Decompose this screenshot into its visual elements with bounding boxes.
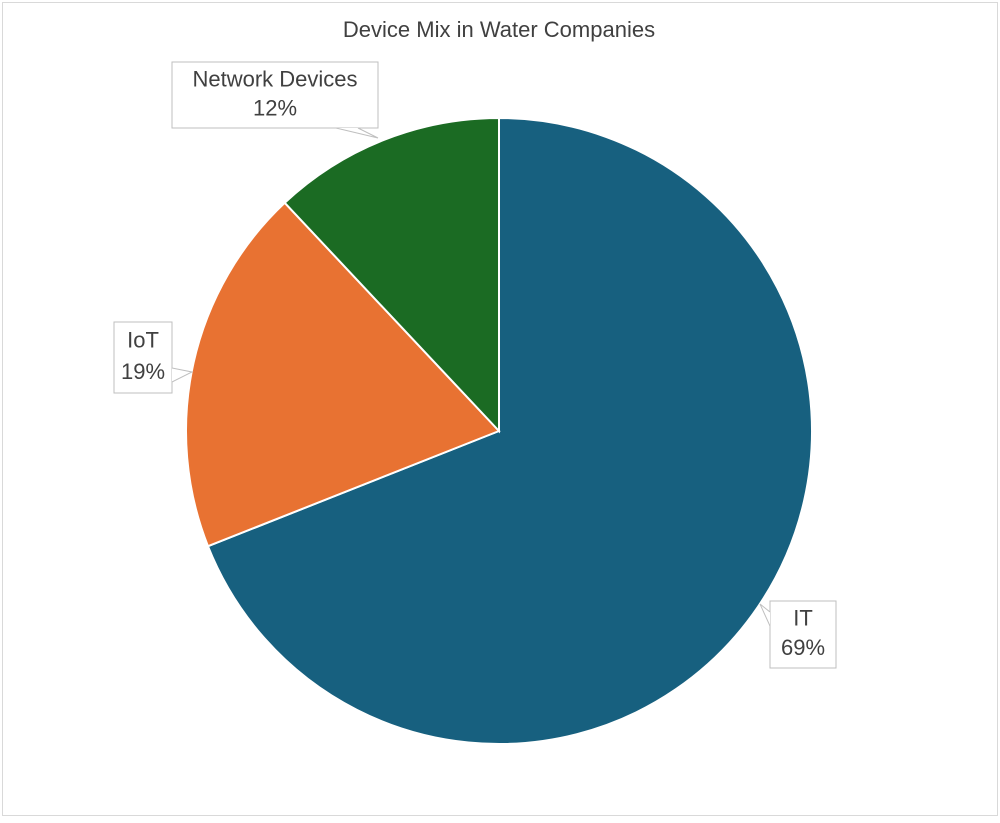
callout-pointer [759,603,771,627]
pie-slice [185,201,501,548]
data-label-value: 69% [781,635,825,660]
callout-box [769,600,837,669]
data-label-category: IoT [127,328,159,353]
chart-title: Device Mix in Water Companies [343,17,655,42]
callout-box [113,321,173,394]
pie-slice [283,116,500,434]
callout-box [171,61,379,129]
data-label-value: 19% [121,359,165,384]
callout-pointer [335,127,379,139]
data-label-category: IT [793,606,813,631]
data-label-value: 12% [253,95,297,120]
pie-slice [206,116,813,745]
data-label-category: Network Devices [192,66,357,91]
callout-pointer [171,367,194,383]
